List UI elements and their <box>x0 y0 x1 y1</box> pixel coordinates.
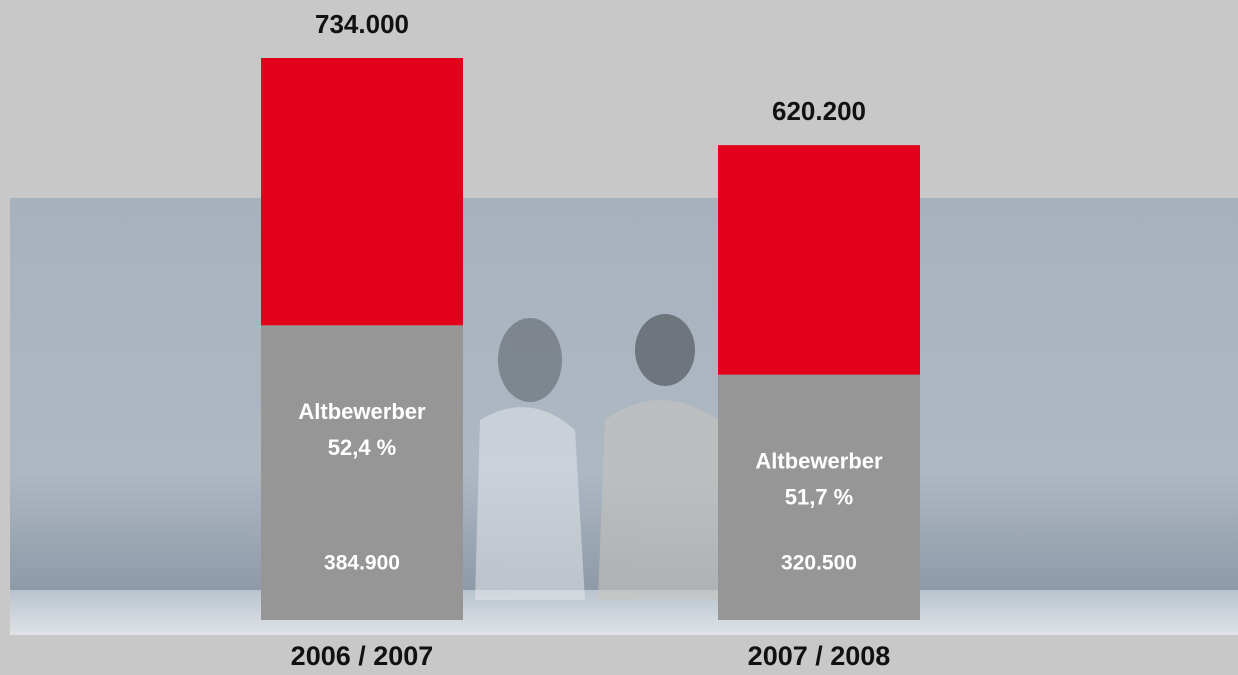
total-label: 620.200 <box>772 96 866 126</box>
category-label: 2006 / 2007 <box>291 641 434 671</box>
segment-name: Altbewerber <box>298 399 426 424</box>
segment-label: 384.900 <box>324 552 400 575</box>
bar-segment <box>718 145 920 375</box>
bar-segment <box>261 325 463 620</box>
segment-name: Altbewerber <box>755 448 883 473</box>
bar-segment <box>718 374 920 620</box>
photo-people <box>475 314 718 600</box>
segment-label: 320.500 <box>781 552 857 575</box>
share-label: 51,7 % <box>785 484 854 509</box>
share-label: 52,4 % <box>328 435 397 460</box>
bar-segment <box>261 58 463 326</box>
total-label: 734.000 <box>315 9 409 39</box>
category-label: 2007 / 2008 <box>748 641 891 671</box>
